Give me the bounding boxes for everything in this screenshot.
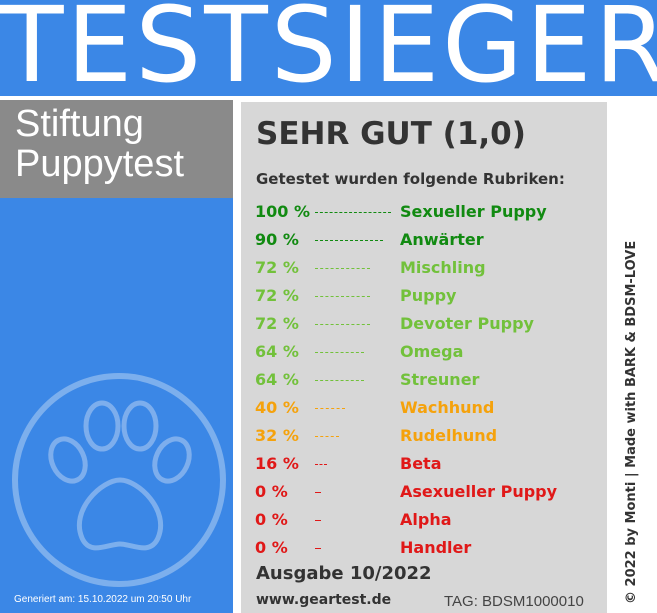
category-row: 32 % Rudelhund xyxy=(255,424,595,452)
category-label: Rudelhund xyxy=(400,426,498,445)
category-label: Wachhund xyxy=(400,398,495,417)
category-percent: 100 % xyxy=(255,202,310,221)
category-row: 16 % Beta xyxy=(255,452,595,480)
category-row: 90 % Anwärter xyxy=(255,228,595,256)
brand-line-2: Puppytest xyxy=(15,143,184,185)
category-percent: 72 % xyxy=(255,286,299,305)
category-label: Mischling xyxy=(400,258,486,277)
issue-label: Ausgabe 10/2022 xyxy=(256,563,432,584)
seal-title: TESTSIEGER xyxy=(0,0,657,106)
category-label: Handler xyxy=(400,538,472,557)
category-percent: 90 % xyxy=(255,230,299,249)
category-percent: 32 % xyxy=(255,426,299,445)
category-dots xyxy=(315,324,370,325)
category-dots xyxy=(315,408,345,409)
category-dots xyxy=(315,212,391,213)
categories-subtitle: Getestet wurden folgende Rubriken: xyxy=(256,170,565,188)
category-percent: 0 % xyxy=(255,538,288,557)
brand-name: Stiftung Puppytest xyxy=(15,104,225,184)
category-percent: 40 % xyxy=(255,398,299,417)
brand-line-1: Stiftung xyxy=(15,103,144,145)
category-row: 64 % Omega xyxy=(255,340,595,368)
category-dots xyxy=(315,520,321,521)
category-dots xyxy=(315,240,383,241)
category-row: 100 % Sexueller Puppy xyxy=(255,200,595,228)
category-row: 72 % Mischling xyxy=(255,256,595,284)
category-dots xyxy=(315,464,327,465)
website-url: www.geartest.de xyxy=(256,592,392,608)
category-percent: 64 % xyxy=(255,342,299,361)
copyright-credit: © 2022 by Monti | Made with BARK & BDSM-… xyxy=(624,240,639,604)
paw-print-icon xyxy=(12,373,226,587)
category-percent: 72 % xyxy=(255,314,299,333)
category-dots xyxy=(315,380,364,381)
generated-timestamp: Generiert am: 15.10.2022 um 20:50 Uhr xyxy=(14,594,192,605)
category-row: 0 % Alpha xyxy=(255,508,595,536)
category-row: 64 % Streuner xyxy=(255,368,595,396)
category-row: 0 % Asexueller Puppy xyxy=(255,480,595,508)
category-row: 72 % Devoter Puppy xyxy=(255,312,595,340)
category-label: Asexueller Puppy xyxy=(400,482,558,501)
category-label: Puppy xyxy=(400,286,457,305)
category-dots xyxy=(315,296,370,297)
category-percent: 64 % xyxy=(255,370,299,389)
category-dots xyxy=(315,492,321,493)
category-percent: 16 % xyxy=(255,454,299,473)
category-row: 0 % Handler xyxy=(255,536,595,564)
category-label: Streuner xyxy=(400,370,480,389)
category-dots xyxy=(315,268,370,269)
category-dots xyxy=(315,352,364,353)
category-label: Alpha xyxy=(400,510,452,529)
category-list: 100 % Sexueller Puppy 90 % Anwärter 72 % Misc… xyxy=(255,200,595,564)
category-dots xyxy=(315,548,321,549)
category-dots xyxy=(315,436,339,437)
grade-heading: SEHR GUT (1,0) xyxy=(256,116,526,152)
header-banner: TESTSIEGER xyxy=(0,0,657,100)
category-row: 72 % Puppy xyxy=(255,284,595,312)
tag-id: TAG: BDSM1000010 xyxy=(444,593,584,610)
category-label: Omega xyxy=(400,342,464,361)
brand-box xyxy=(0,100,233,198)
results-panel xyxy=(241,102,607,613)
category-label: Beta xyxy=(400,454,442,473)
category-percent: 0 % xyxy=(255,482,288,501)
category-row: 40 % Wachhund xyxy=(255,396,595,424)
category-label: Anwärter xyxy=(400,230,484,249)
category-percent: 0 % xyxy=(255,510,288,529)
category-label: Sexueller Puppy xyxy=(400,202,547,221)
category-label: Devoter Puppy xyxy=(400,314,534,333)
category-percent: 72 % xyxy=(255,258,299,277)
